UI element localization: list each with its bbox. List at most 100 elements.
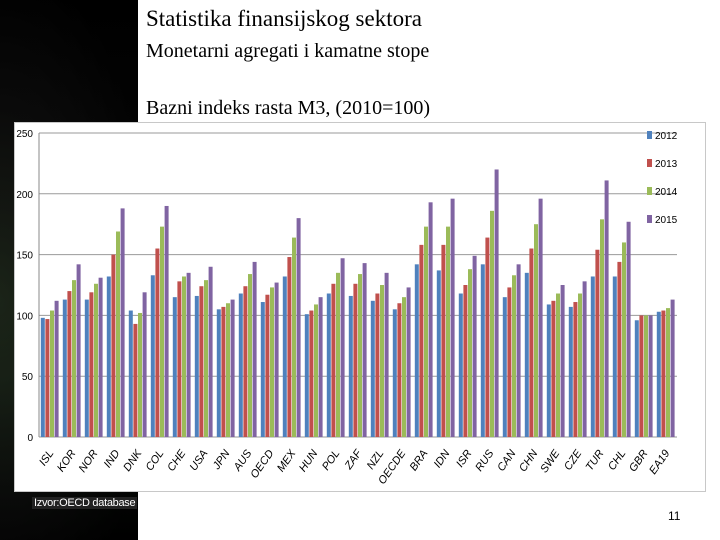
bar-2014-CHN (534, 224, 538, 437)
bar-2014-KOR (72, 280, 76, 437)
bar-2013-BRA (419, 244, 424, 437)
bar-2012-TUR (590, 276, 595, 437)
x-tick-label: EA19 (647, 448, 672, 477)
bar-2013-HUN (309, 310, 314, 437)
bar-2014-CHE (182, 276, 186, 437)
bar-2013-IND (111, 254, 116, 437)
bar-2013-MEX (287, 257, 292, 437)
bar-2015-RUS (494, 169, 499, 438)
bar-2015-OECD (274, 282, 279, 437)
bar-2012-JPN (216, 309, 221, 437)
bar-2015-KOR (76, 264, 81, 437)
bar-2015-CZE (582, 281, 587, 437)
bar-2013-SWE (551, 300, 556, 437)
x-tick-label: SWE (538, 447, 563, 475)
legend-label: 2013 (655, 159, 678, 170)
bar-2014-RUS (490, 210, 494, 437)
bar-2013-JPN (221, 306, 226, 437)
chart-title: Bazni indeks rasta M3, (2010=100) (146, 97, 431, 119)
bar-2012-RUS (480, 264, 485, 437)
legend-swatch (647, 131, 652, 139)
bar-2015-TUR (604, 180, 609, 437)
bar-2014-NOR (94, 283, 98, 437)
bar-2014-ZAF (358, 274, 362, 437)
bar-2012-NZL (370, 300, 375, 437)
slide-subtitle: Monetarni agregati i kamatne stope (146, 40, 430, 62)
bar-2012-BRA (414, 264, 419, 437)
bar-2014-GBR (644, 315, 648, 437)
bar-2015-USA (208, 266, 213, 437)
bar-2013-CHL (617, 261, 622, 437)
bar-2012-POL (326, 293, 331, 437)
bar-2015-JPN (230, 299, 235, 437)
y-tick-label: 150 (16, 251, 33, 262)
legend-swatch (647, 187, 652, 195)
bar-2015-IDN (450, 198, 455, 437)
x-tick-label: POL (320, 448, 342, 473)
bar-2014-OECD (270, 287, 274, 437)
bar-2012-CHL (612, 276, 617, 437)
bar-2013-GBR (639, 315, 644, 437)
bar-2014-SWE (556, 293, 560, 437)
bar-2013-USA (199, 286, 204, 437)
bar-2013-CAN (507, 287, 512, 437)
bar-2015-CHN (538, 198, 543, 437)
legend-swatch (647, 215, 652, 223)
page-number: 11 (668, 509, 681, 523)
bar-2012-USA (194, 295, 199, 437)
y-tick-label: 0 (27, 433, 33, 444)
bar-2014-MEX (292, 237, 296, 437)
x-tick-label: CHL (606, 448, 628, 473)
bar-2014-AUS (248, 274, 252, 437)
bar-2014-CZE (578, 293, 582, 437)
bar-2013-ZAF (353, 283, 358, 437)
bar-2015-BRA (428, 202, 433, 437)
bar-2013-OECD (265, 294, 270, 437)
bar-2012-IND (106, 276, 111, 437)
bar-2014-IND (116, 231, 120, 437)
y-tick-label: 100 (16, 311, 33, 322)
bar-2015-COL (164, 205, 169, 437)
x-tick-label: COL (144, 448, 167, 473)
bar-2014-HUN (314, 304, 318, 437)
bar-2015-GBR (648, 315, 653, 437)
bar-2012-OECD (260, 302, 265, 437)
x-tick-label: BRA (408, 448, 431, 473)
bar-2014-USA (204, 280, 208, 437)
bar-2015-NOR (98, 277, 103, 437)
bar-2015-HUN (318, 297, 323, 437)
bar-2013-ISL (45, 319, 50, 437)
x-tick-label: CHN (517, 448, 541, 474)
bar-2012-OECDE (392, 309, 397, 437)
bar-2012-NOR (84, 299, 89, 437)
bar-2013-DNK (133, 323, 138, 437)
source-note: Izvor:OECD database (32, 497, 138, 509)
x-tick-label: CZE (562, 447, 585, 472)
slide-title: Statistika finansijskog sektora (146, 6, 422, 31)
x-tick-label: RUS (473, 447, 497, 473)
bar-2014-EA19 (666, 308, 670, 437)
bar-2014-POL (336, 272, 340, 437)
bar-2014-OECDE (402, 297, 406, 437)
x-tick-label: OECD (248, 448, 276, 481)
x-tick-label: DNK (121, 447, 145, 473)
bar-2012-IDN (436, 270, 441, 437)
x-tick-label: USA (188, 448, 211, 473)
bar-2014-DNK (138, 312, 142, 437)
bar-2014-IDN (446, 226, 450, 437)
x-tick-label: ZAF (342, 447, 365, 473)
y-tick-label: 200 (16, 190, 33, 201)
bar-2014-ISL (50, 310, 54, 437)
x-tick-label: NZL (365, 448, 387, 472)
bar-2012-ISL (40, 317, 45, 437)
bar-2015-NZL (384, 272, 389, 437)
bar-2013-RUS (485, 237, 490, 437)
bar-2015-IND (120, 208, 125, 437)
bar-2014-ISR (468, 269, 472, 437)
legend-label: 2015 (655, 215, 678, 226)
bar-2015-AUS (252, 261, 257, 437)
bar-2012-ISR (458, 293, 463, 437)
bar-2013-OECDE (397, 303, 402, 437)
bar-2012-MEX (282, 276, 287, 437)
